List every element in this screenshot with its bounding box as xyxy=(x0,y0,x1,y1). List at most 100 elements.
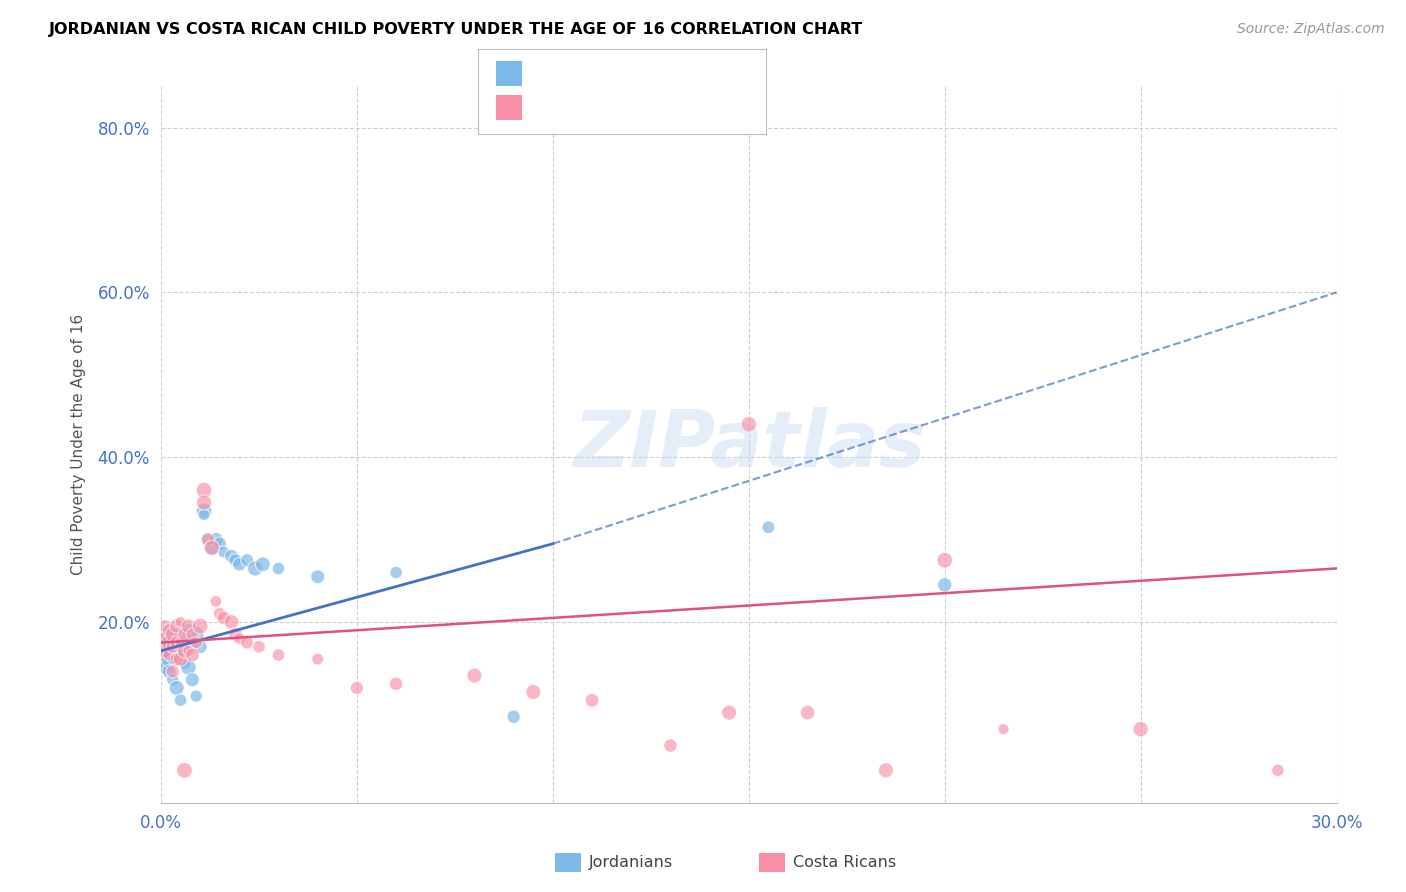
Point xyxy=(162,665,184,679)
Point xyxy=(208,537,231,551)
Point xyxy=(166,635,188,649)
Point xyxy=(157,648,180,662)
Text: ZIPatlas: ZIPatlas xyxy=(572,407,925,483)
Point xyxy=(212,545,235,559)
Point xyxy=(193,495,215,509)
Point xyxy=(166,619,188,633)
Point xyxy=(205,533,228,547)
Point xyxy=(221,549,243,563)
Point xyxy=(934,578,956,592)
Point xyxy=(162,640,184,654)
Point xyxy=(162,627,184,641)
Point xyxy=(166,681,188,695)
Point xyxy=(162,640,184,654)
Point xyxy=(186,635,208,649)
Point xyxy=(181,648,204,662)
Point xyxy=(166,652,188,666)
Point xyxy=(169,652,191,666)
Point xyxy=(177,660,200,674)
Point xyxy=(157,624,180,638)
Point xyxy=(153,660,176,674)
Point xyxy=(205,594,228,608)
Point xyxy=(197,533,219,547)
Point xyxy=(166,632,188,646)
Point xyxy=(463,668,485,682)
Point xyxy=(173,656,195,670)
Point xyxy=(153,644,176,658)
Point xyxy=(181,635,204,649)
Point xyxy=(758,520,780,534)
Point xyxy=(993,722,1015,736)
Point xyxy=(173,627,195,641)
Point xyxy=(307,652,329,666)
Point xyxy=(267,648,290,662)
Point xyxy=(796,706,818,720)
Y-axis label: Child Poverty Under the Age of 16: Child Poverty Under the Age of 16 xyxy=(72,314,86,575)
Point xyxy=(875,764,897,778)
Point xyxy=(718,706,741,720)
Point xyxy=(247,640,270,654)
Point xyxy=(173,764,195,778)
Point xyxy=(934,553,956,567)
Point xyxy=(346,681,368,695)
Point xyxy=(228,632,250,646)
Point xyxy=(236,635,259,649)
Point xyxy=(307,569,329,583)
Text: JORDANIAN VS COSTA RICAN CHILD POVERTY UNDER THE AGE OF 16 CORRELATION CHART: JORDANIAN VS COSTA RICAN CHILD POVERTY U… xyxy=(49,22,863,37)
Point xyxy=(169,615,191,629)
Point xyxy=(193,504,215,518)
Point xyxy=(162,652,184,666)
Point xyxy=(385,566,408,580)
Point xyxy=(169,627,191,641)
Point xyxy=(236,553,259,567)
Point xyxy=(197,533,219,547)
Point xyxy=(166,648,188,662)
Text: R = 0.108   N = 52: R = 0.108 N = 52 xyxy=(533,99,703,117)
Point xyxy=(157,644,180,658)
Point xyxy=(157,652,180,666)
Point xyxy=(181,627,204,641)
Point xyxy=(153,619,176,633)
Point xyxy=(243,561,266,575)
Point xyxy=(502,710,524,724)
Point xyxy=(212,611,235,625)
Point xyxy=(157,665,180,679)
Point xyxy=(186,689,208,703)
Point xyxy=(659,739,682,753)
Point xyxy=(173,635,195,649)
Point xyxy=(162,673,184,687)
Point xyxy=(169,693,191,707)
Point xyxy=(153,632,176,646)
Point xyxy=(581,693,603,707)
Point xyxy=(267,561,290,575)
Point xyxy=(738,417,761,432)
Point xyxy=(193,483,215,497)
Point xyxy=(177,619,200,633)
Point xyxy=(522,685,544,699)
Point xyxy=(153,635,176,649)
Point xyxy=(228,558,250,572)
Point xyxy=(188,619,211,633)
Point xyxy=(201,541,224,555)
Point xyxy=(157,635,180,649)
Point xyxy=(208,607,231,621)
Point xyxy=(177,644,200,658)
Point xyxy=(177,624,200,638)
Text: Jordanians: Jordanians xyxy=(589,855,673,870)
Point xyxy=(221,615,243,629)
Point xyxy=(173,644,195,658)
Point xyxy=(201,541,224,555)
Text: Source: ZipAtlas.com: Source: ZipAtlas.com xyxy=(1237,22,1385,37)
Point xyxy=(1129,722,1152,736)
Point xyxy=(188,640,211,654)
Point xyxy=(186,627,208,641)
Point xyxy=(169,635,191,649)
Point xyxy=(181,673,204,687)
Point xyxy=(193,508,215,522)
Text: Costa Ricans: Costa Ricans xyxy=(793,855,896,870)
Point xyxy=(224,553,246,567)
Point xyxy=(252,558,274,572)
Point xyxy=(385,677,408,691)
Point xyxy=(1267,764,1289,778)
Point xyxy=(169,644,191,658)
